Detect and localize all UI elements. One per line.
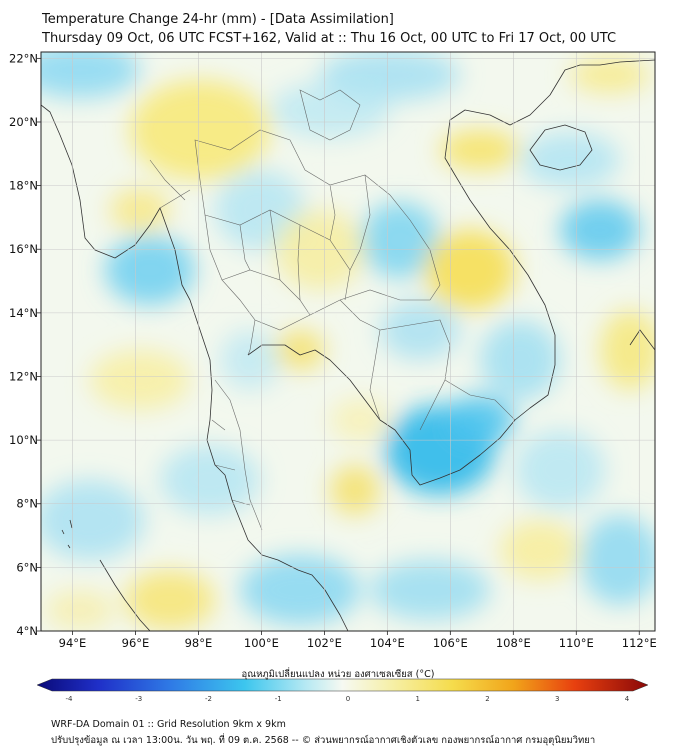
y-axis-ticks: 22°N 20°N 18°N 16°N 14°N 12°N 10°N 8°N 6°N 4°N bbox=[9, 51, 41, 638]
x-axis-ticks: 94°E 96°E 98°E 100°E 102°E 104°E 106°E 108°E 110… bbox=[59, 631, 657, 650]
admin-boundaries bbox=[149, 89, 516, 531]
y-tick-label: 10°N bbox=[9, 433, 38, 447]
y-tick-label: 8°N bbox=[16, 497, 38, 511]
map-title: Temperature Change 24-hr (mm) - [Data As… bbox=[42, 12, 394, 27]
x-tick-label: 112°E bbox=[622, 636, 657, 650]
x-tick-label: 98°E bbox=[185, 636, 213, 650]
colorbar: -4 -3 -2 -1 0 1 2 3 4 bbox=[36, 678, 649, 703]
colorbar-tick-label: 3 bbox=[555, 695, 559, 703]
x-tick-label: 108°E bbox=[496, 636, 531, 650]
y-tick-label: 4°N bbox=[16, 624, 38, 638]
colorbar-ramp bbox=[36, 678, 649, 692]
y-tick-label: 14°N bbox=[9, 306, 38, 320]
x-tick-label: 94°E bbox=[59, 636, 87, 650]
colorbar-ticks: -4 -3 -2 -1 0 1 2 3 4 bbox=[66, 695, 630, 703]
x-tick-label: 104°E bbox=[370, 636, 405, 650]
footer-update-info: ปรับปรุงข้อมูล ณ เวลา 13:00น. วัน พฤ. ที… bbox=[51, 735, 596, 746]
colorbar-title: อุณหภูมิเปลี่ยนแปลง หน่วย องศาเซลเซียส (… bbox=[241, 669, 435, 680]
coastlines bbox=[41, 59, 655, 631]
x-tick-label: 102°E bbox=[307, 636, 342, 650]
y-tick-label: 16°N bbox=[9, 242, 38, 256]
y-tick-label: 22°N bbox=[9, 51, 38, 65]
colorbar-tick-label: -3 bbox=[135, 695, 142, 703]
x-tick-label: 96°E bbox=[122, 636, 150, 650]
x-tick-label: 110°E bbox=[559, 636, 594, 650]
map-subtitle: Thursday 09 Oct, 06 UTC FCST+162, Valid … bbox=[42, 31, 617, 46]
colorbar-tick-label: -4 bbox=[66, 695, 74, 703]
footer-model-info: WRF-DA Domain 01 :: Grid Resolution 9km … bbox=[51, 719, 286, 730]
gridlines bbox=[41, 52, 655, 631]
x-tick-label: 100°E bbox=[244, 636, 279, 650]
colorbar-tick-label: 2 bbox=[485, 695, 489, 703]
temperature-field bbox=[41, 52, 655, 631]
colorbar-tick-label: 0 bbox=[346, 695, 350, 703]
colorbar-tick-label: -1 bbox=[275, 695, 282, 703]
y-tick-label: 6°N bbox=[16, 560, 38, 574]
y-tick-label: 12°N bbox=[9, 369, 38, 383]
colorbar-tick-label: 1 bbox=[416, 695, 420, 703]
map-frame bbox=[40, 51, 656, 632]
x-tick-label: 106°E bbox=[433, 636, 468, 650]
y-tick-label: 20°N bbox=[9, 115, 38, 129]
y-tick-label: 18°N bbox=[9, 179, 38, 193]
colorbar-tick-label: -2 bbox=[205, 695, 212, 703]
colorbar-tick-label: 4 bbox=[625, 695, 630, 703]
